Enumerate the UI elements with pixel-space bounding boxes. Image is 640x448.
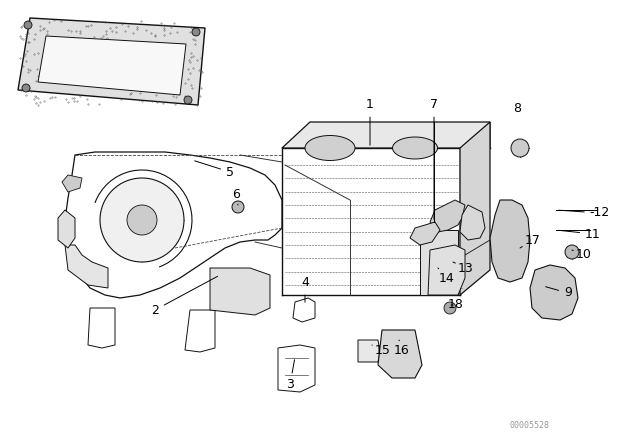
Circle shape xyxy=(565,245,579,259)
Polygon shape xyxy=(428,245,465,295)
Text: 14: 14 xyxy=(438,268,455,284)
Ellipse shape xyxy=(305,135,355,160)
Circle shape xyxy=(232,201,244,213)
Ellipse shape xyxy=(392,137,438,159)
Text: 4: 4 xyxy=(301,276,309,302)
Text: 8: 8 xyxy=(513,102,521,115)
Circle shape xyxy=(22,84,30,92)
Text: 11: 11 xyxy=(559,228,601,241)
Circle shape xyxy=(184,96,192,104)
Polygon shape xyxy=(65,245,108,288)
Circle shape xyxy=(444,302,456,314)
Text: 13: 13 xyxy=(453,262,474,275)
Circle shape xyxy=(24,21,32,29)
Text: 18: 18 xyxy=(448,298,464,311)
Text: 2: 2 xyxy=(151,276,218,316)
Polygon shape xyxy=(282,122,490,148)
Text: 15: 15 xyxy=(372,344,391,357)
Circle shape xyxy=(127,205,157,235)
Text: -12: -12 xyxy=(559,207,610,220)
Circle shape xyxy=(100,178,184,262)
Polygon shape xyxy=(210,268,270,315)
Polygon shape xyxy=(430,200,465,232)
Polygon shape xyxy=(460,122,490,295)
Text: 7: 7 xyxy=(430,99,438,219)
Text: 3: 3 xyxy=(286,360,294,392)
Polygon shape xyxy=(460,205,485,240)
Circle shape xyxy=(511,139,529,157)
Text: 10: 10 xyxy=(572,249,592,262)
Polygon shape xyxy=(38,36,186,95)
Text: 16: 16 xyxy=(394,340,410,357)
Text: 1: 1 xyxy=(366,99,374,145)
Circle shape xyxy=(192,28,200,36)
Text: 5: 5 xyxy=(195,161,234,178)
Polygon shape xyxy=(378,330,422,378)
Text: 9: 9 xyxy=(546,287,572,300)
Text: 00005528: 00005528 xyxy=(510,421,550,430)
Text: 17: 17 xyxy=(520,233,541,248)
Polygon shape xyxy=(358,340,380,362)
Polygon shape xyxy=(420,230,458,295)
Polygon shape xyxy=(490,200,530,282)
Text: 6: 6 xyxy=(232,189,240,205)
Polygon shape xyxy=(18,18,205,105)
Polygon shape xyxy=(62,175,82,192)
Polygon shape xyxy=(530,265,578,320)
Polygon shape xyxy=(58,210,75,248)
Polygon shape xyxy=(410,222,440,245)
